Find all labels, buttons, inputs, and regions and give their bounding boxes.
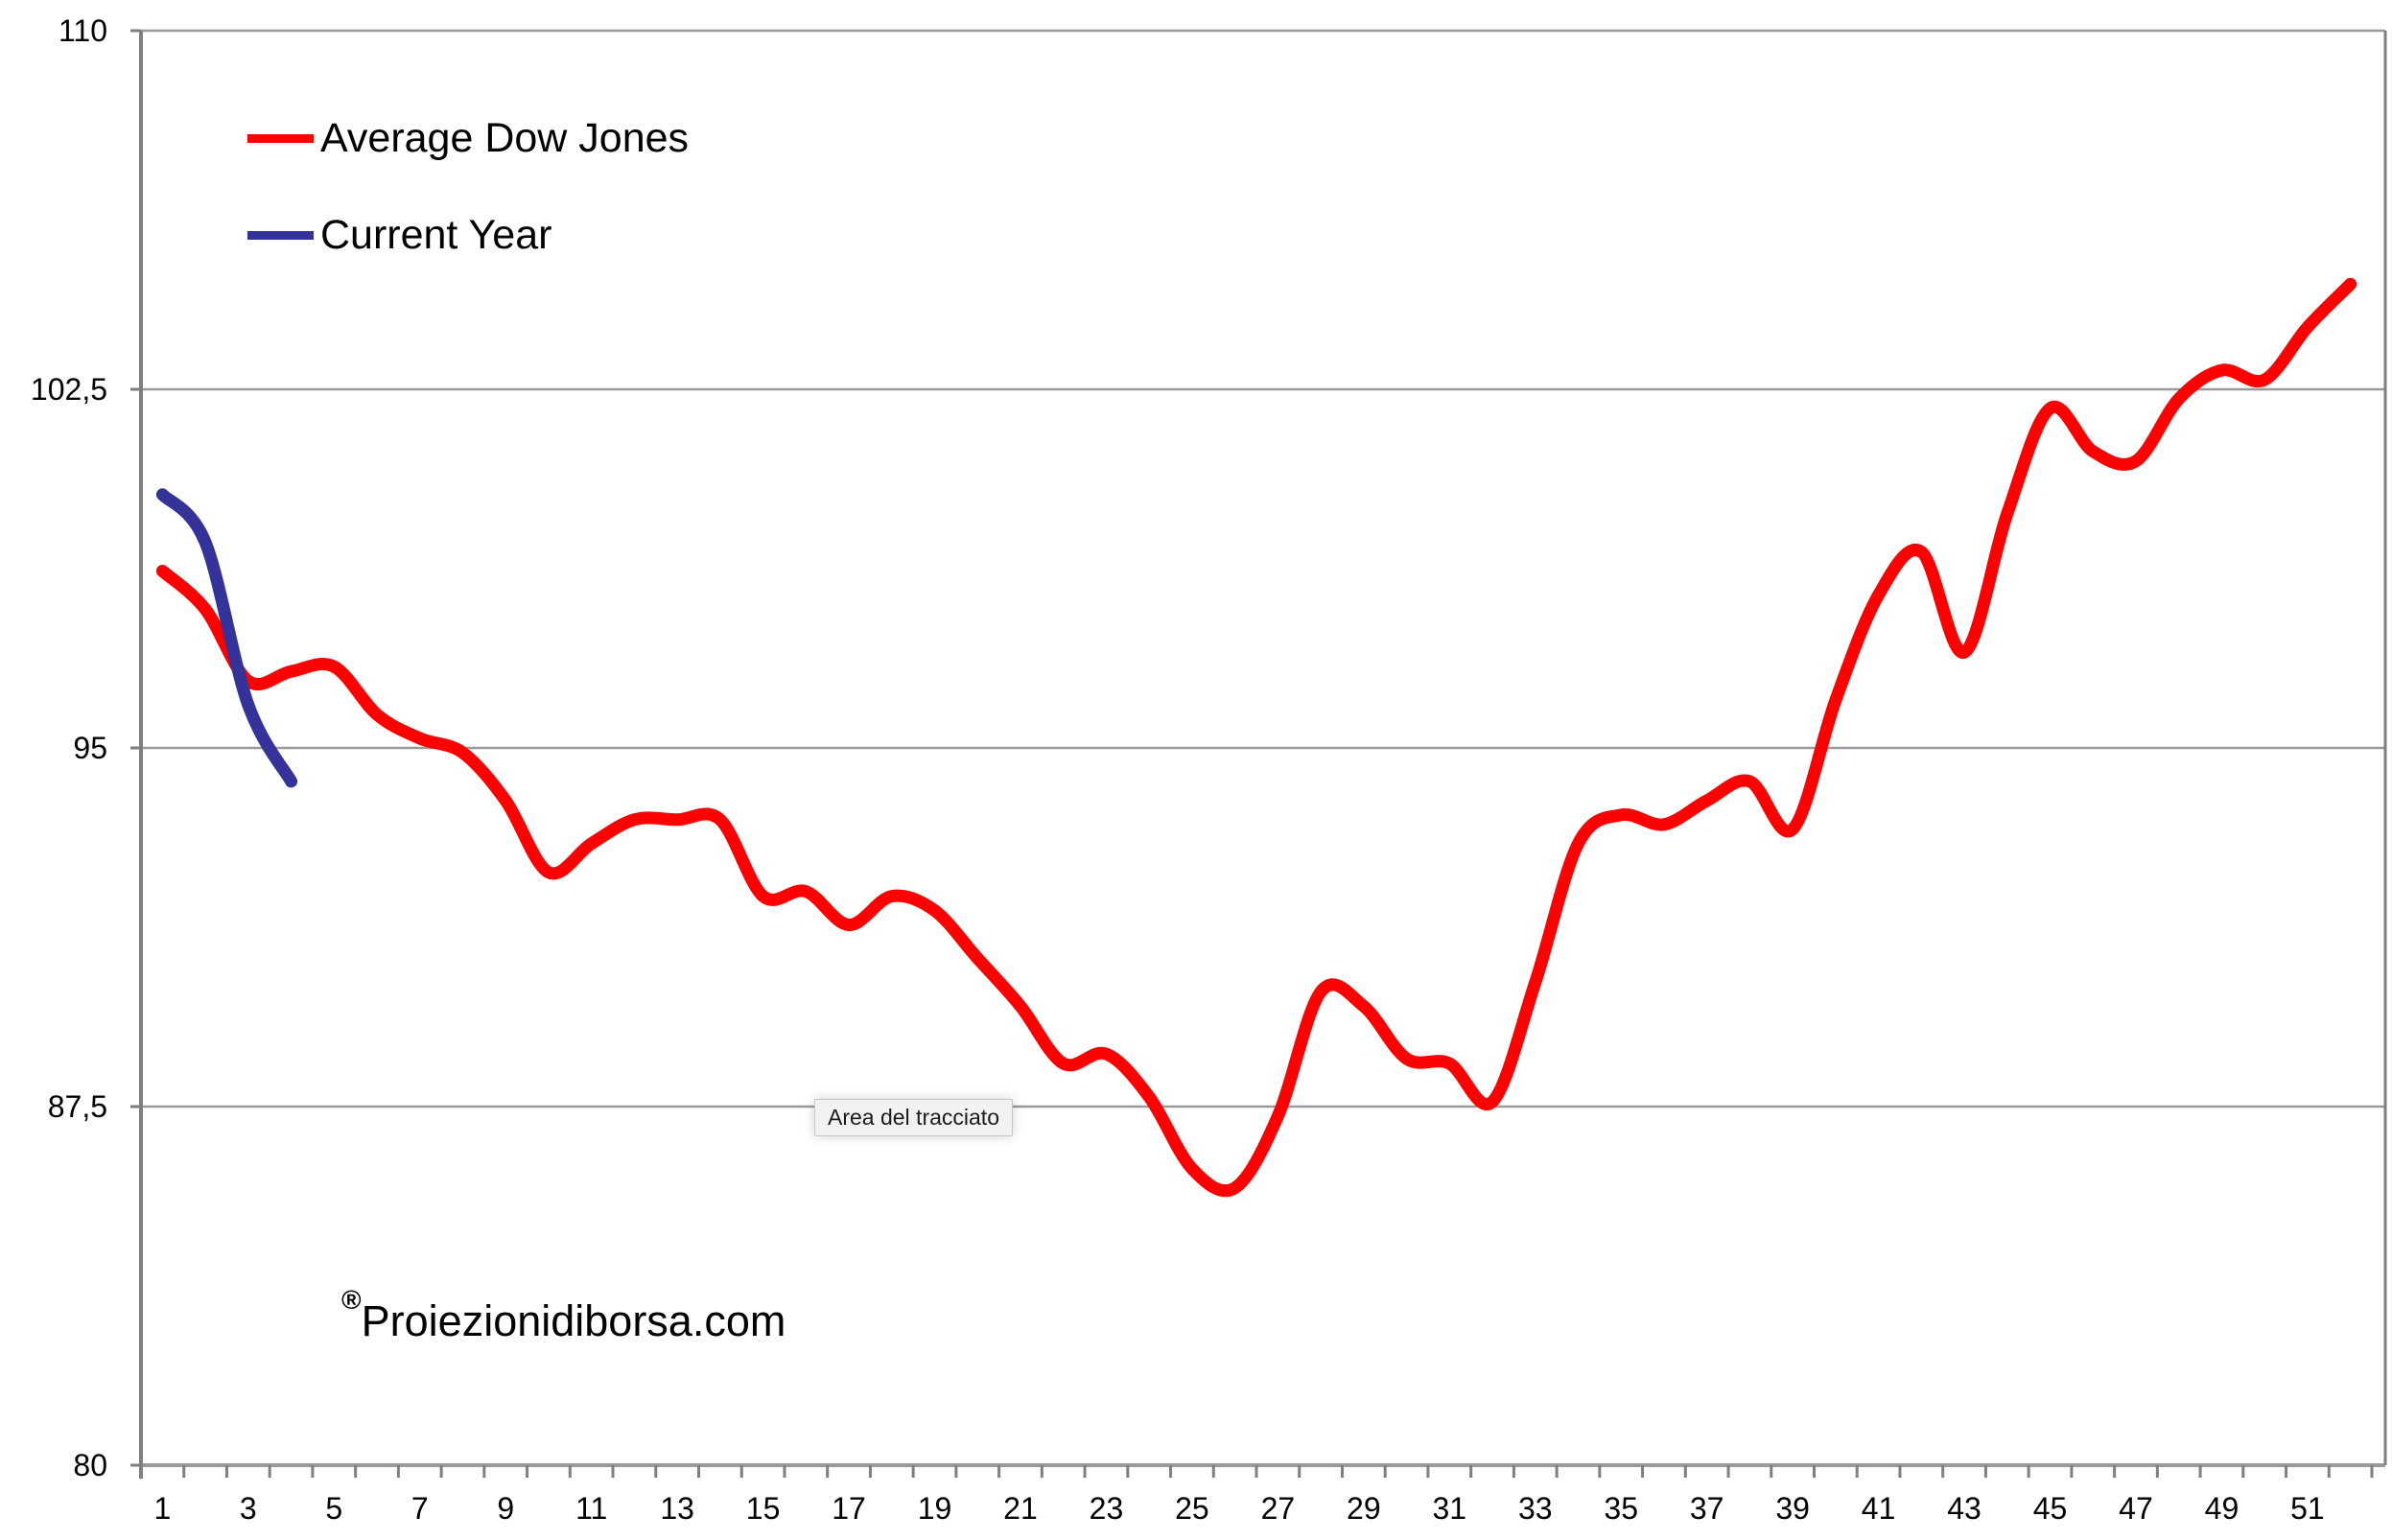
svg-text:102,5: 102,5 [31,372,107,407]
svg-text:5: 5 [325,1491,342,1526]
svg-text:19: 19 [918,1491,952,1526]
plot-area-tooltip: Area del tracciato [814,1099,1013,1136]
svg-text:80: 80 [73,1448,107,1482]
legend-swatch-red-line [247,134,314,144]
y-tick-labels: 80 87,5 95 102,5 110 [31,13,107,1482]
svg-text:7: 7 [411,1491,429,1526]
svg-text:87,5: 87,5 [48,1089,107,1124]
svg-text:95: 95 [73,731,107,765]
svg-text:13: 13 [660,1491,694,1526]
plot-border [139,31,2387,1479]
registered-trademark-symbol: ® [341,1285,362,1315]
legend-label: Current Year [320,212,552,258]
tooltip-text: Area del tracciato [828,1105,999,1130]
watermark: ®Proiezionidiborsa.com [341,1287,786,1346]
svg-text:27: 27 [1261,1491,1296,1526]
legend-item-average-dow-jones[interactable]: Average Dow Jones [247,115,690,161]
svg-text:11: 11 [575,1491,607,1526]
svg-text:35: 35 [1604,1491,1638,1526]
legend-label: Average Dow Jones [320,115,690,161]
x-tick-labels: 1 3 5 7 9 11 13 15 17 19 21 23 25 27 29 31 33 35 37 39 41 43 4… [153,1491,2324,1526]
svg-text:51: 51 [2290,1491,2325,1526]
svg-text:3: 3 [240,1491,257,1526]
svg-text:29: 29 [1347,1491,1381,1526]
svg-text:39: 39 [1775,1491,1810,1526]
y-gridlines [141,29,2385,1467]
svg-text:45: 45 [2033,1491,2068,1526]
svg-text:15: 15 [746,1491,781,1526]
legend-item-current-year[interactable]: Current Year [247,212,552,258]
x-axis-ticks [139,1465,2374,1478]
svg-text:47: 47 [2119,1491,2153,1526]
svg-text:37: 37 [1690,1491,1724,1526]
svg-text:31: 31 [1432,1491,1466,1526]
svg-text:21: 21 [1003,1491,1038,1526]
watermark-text: Proiezionidiborsa.com [361,1296,786,1345]
svg-text:33: 33 [1518,1491,1553,1526]
svg-text:49: 49 [2205,1491,2240,1526]
y-axis-ticks [130,29,141,1467]
svg-text:110: 110 [59,13,107,48]
series-line-current-year[interactable] [155,488,298,788]
legend-swatch-blue-line [247,231,314,241]
svg-text:41: 41 [1862,1491,1896,1526]
svg-text:43: 43 [1947,1491,1982,1526]
svg-text:9: 9 [497,1491,514,1526]
series-line-average-dow-jones[interactable] [155,277,2357,1198]
svg-text:23: 23 [1090,1491,1124,1526]
svg-text:17: 17 [832,1491,866,1526]
svg-text:25: 25 [1175,1491,1209,1526]
svg-text:1: 1 [153,1491,171,1526]
